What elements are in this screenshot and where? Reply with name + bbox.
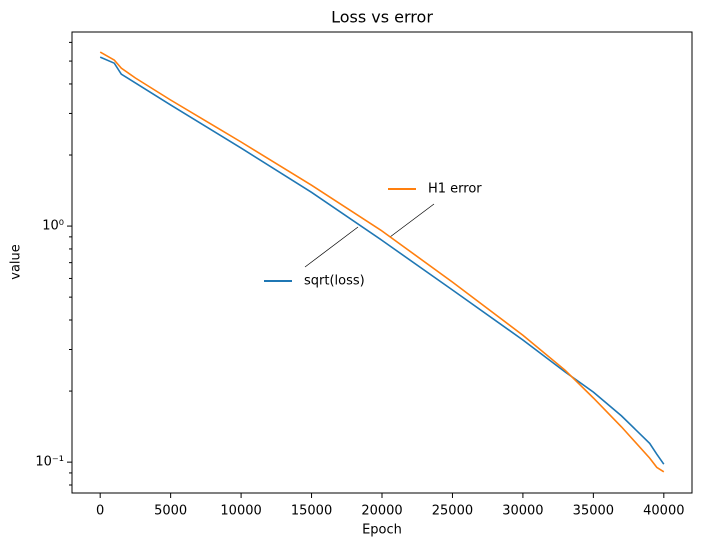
x-tick-label: 40000 — [643, 504, 684, 519]
legend-label: sqrt(loss) — [304, 274, 365, 289]
x-tick-label: 5000 — [154, 504, 187, 519]
y-tick-label: 10⁰ — [42, 219, 64, 234]
x-tick-label: 35000 — [573, 504, 614, 519]
x-tick-label: 10000 — [220, 504, 261, 519]
chart-title: Loss vs error — [331, 8, 433, 27]
y-tick-label: 10⁻¹ — [35, 455, 64, 470]
legend-label: H1 error — [428, 182, 482, 197]
x-tick-label: 15000 — [291, 504, 332, 519]
x-tick-label: 30000 — [502, 504, 543, 519]
x-axis-label: Epoch — [362, 523, 402, 538]
annotation-leader — [304, 226, 359, 268]
x-tick-label: 20000 — [361, 504, 402, 519]
annotation-leader — [389, 203, 435, 238]
y-axis-label: value — [9, 244, 24, 280]
x-tick-label: 25000 — [432, 504, 473, 519]
series-line — [99, 51, 665, 473]
x-tick-label: 0 — [96, 504, 104, 519]
series-line — [99, 56, 665, 465]
